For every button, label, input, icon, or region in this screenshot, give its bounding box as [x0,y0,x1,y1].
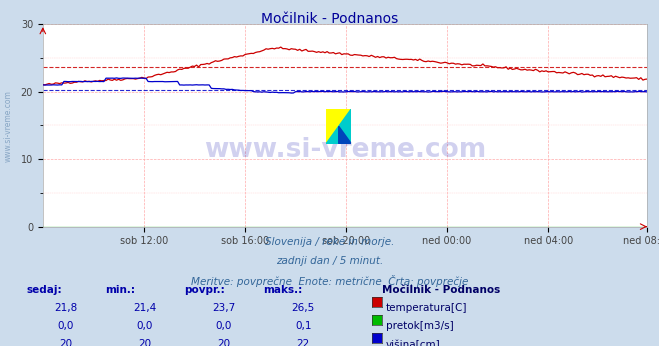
Text: Močilnik - Podnanos: Močilnik - Podnanos [261,12,398,26]
Text: min.:: min.: [105,285,136,295]
Text: www.si-vreme.com: www.si-vreme.com [204,137,486,163]
Text: Slovenija / reke in morje.: Slovenija / reke in morje. [265,237,394,247]
Text: 20: 20 [217,339,231,346]
Text: 22: 22 [297,339,310,346]
Text: 20: 20 [138,339,152,346]
Text: povpr.:: povpr.: [185,285,225,295]
Text: 0,0: 0,0 [58,321,74,331]
Text: temperatura[C]: temperatura[C] [386,303,467,313]
Text: Meritve: povprečne  Enote: metrične  Črta: povprečje: Meritve: povprečne Enote: metrične Črta:… [191,275,468,287]
Text: 21,8: 21,8 [54,303,78,313]
Polygon shape [339,126,351,144]
Text: višina[cm]: višina[cm] [386,339,440,346]
Text: 26,5: 26,5 [291,303,315,313]
Text: 0,0: 0,0 [137,321,153,331]
Text: pretok[m3/s]: pretok[m3/s] [386,321,453,331]
Text: sedaj:: sedaj: [26,285,62,295]
Text: 21,4: 21,4 [133,303,157,313]
Text: 20: 20 [59,339,72,346]
Text: zadnji dan / 5 minut.: zadnji dan / 5 minut. [276,256,383,266]
Text: 0,0: 0,0 [216,321,232,331]
Text: 23,7: 23,7 [212,303,236,313]
Text: www.si-vreme.com: www.si-vreme.com [3,90,13,162]
Polygon shape [326,109,351,144]
Text: 0,1: 0,1 [295,321,312,331]
Polygon shape [326,109,351,144]
Text: Močilnik - Podnanos: Močilnik - Podnanos [382,285,500,295]
Text: maks.:: maks.: [264,285,303,295]
